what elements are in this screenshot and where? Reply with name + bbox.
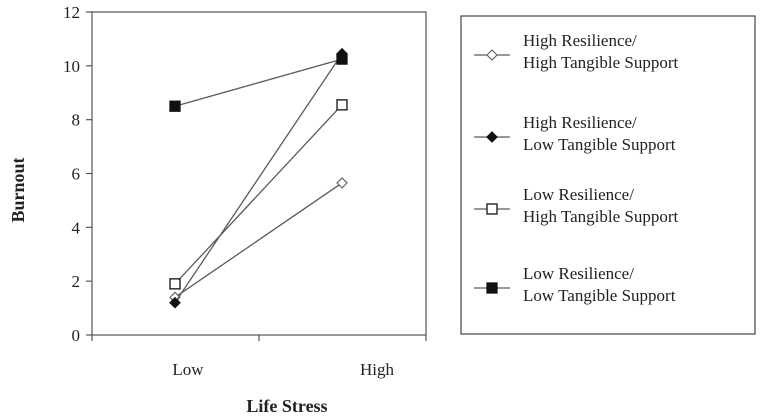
legend-entry: High Resilience/High Tangible Support bbox=[474, 31, 679, 72]
series-line bbox=[174, 182, 343, 298]
data-point-marker bbox=[336, 177, 348, 189]
y-tick-label: 6 bbox=[72, 165, 81, 184]
series-line bbox=[174, 53, 343, 304]
legend-entry: Low Resilience/Low Tangible Support bbox=[474, 264, 676, 305]
y-tick-label: 4 bbox=[72, 218, 81, 237]
legend-label: High Tangible Support bbox=[523, 207, 679, 226]
x-tick-label: Low bbox=[172, 360, 204, 379]
series-line bbox=[174, 104, 343, 285]
legend-label: Low Tangible Support bbox=[523, 135, 676, 154]
series-4 bbox=[169, 53, 348, 112]
y-axis-ticks: 0 2 4 6 8 10 12 bbox=[63, 3, 92, 345]
x-axis-ticks: Low High bbox=[91, 335, 427, 379]
y-axis-title: Burnout bbox=[8, 157, 28, 222]
legend-entry: High Resilience/Low Tangible Support bbox=[474, 113, 676, 154]
legend-marker bbox=[486, 49, 498, 61]
legend-label: High Tangible Support bbox=[523, 53, 679, 72]
data-point-marker bbox=[169, 100, 181, 112]
y-tick-label: 12 bbox=[63, 3, 80, 22]
series-1 bbox=[169, 177, 348, 304]
legend-entry: Low Resilience/High Tangible Support bbox=[474, 185, 679, 226]
data-point-marker bbox=[169, 278, 181, 290]
legend-marker bbox=[486, 282, 498, 294]
legend-label: Low Resilience/ bbox=[523, 185, 634, 204]
y-tick-label: 2 bbox=[72, 272, 81, 291]
x-axis-title: Life Stress bbox=[246, 396, 327, 416]
data-point-marker bbox=[169, 296, 181, 309]
legend-label: High Resilience/ bbox=[523, 113, 637, 132]
legend-marker bbox=[486, 131, 498, 143]
y-tick-label: 10 bbox=[63, 57, 80, 76]
plot-frame bbox=[91, 11, 427, 336]
y-tick-label: 8 bbox=[72, 111, 81, 130]
legend-label: Low Tangible Support bbox=[523, 286, 676, 305]
series-3 bbox=[169, 99, 348, 290]
legend-label: Low Resilience/ bbox=[523, 264, 634, 283]
legend-marker bbox=[486, 203, 498, 215]
legend: High Resilience/High Tangible SupportHig… bbox=[460, 15, 756, 335]
series-line bbox=[174, 58, 343, 107]
plot-area bbox=[91, 11, 427, 336]
legend-label: High Resilience/ bbox=[523, 31, 637, 50]
x-tick-label: High bbox=[360, 360, 395, 379]
series-layer bbox=[169, 47, 348, 309]
y-tick-label: 0 bbox=[72, 326, 81, 345]
data-point-marker bbox=[336, 53, 348, 65]
data-point-marker bbox=[336, 99, 348, 111]
series-2 bbox=[169, 47, 348, 309]
legend-frame bbox=[460, 15, 756, 335]
